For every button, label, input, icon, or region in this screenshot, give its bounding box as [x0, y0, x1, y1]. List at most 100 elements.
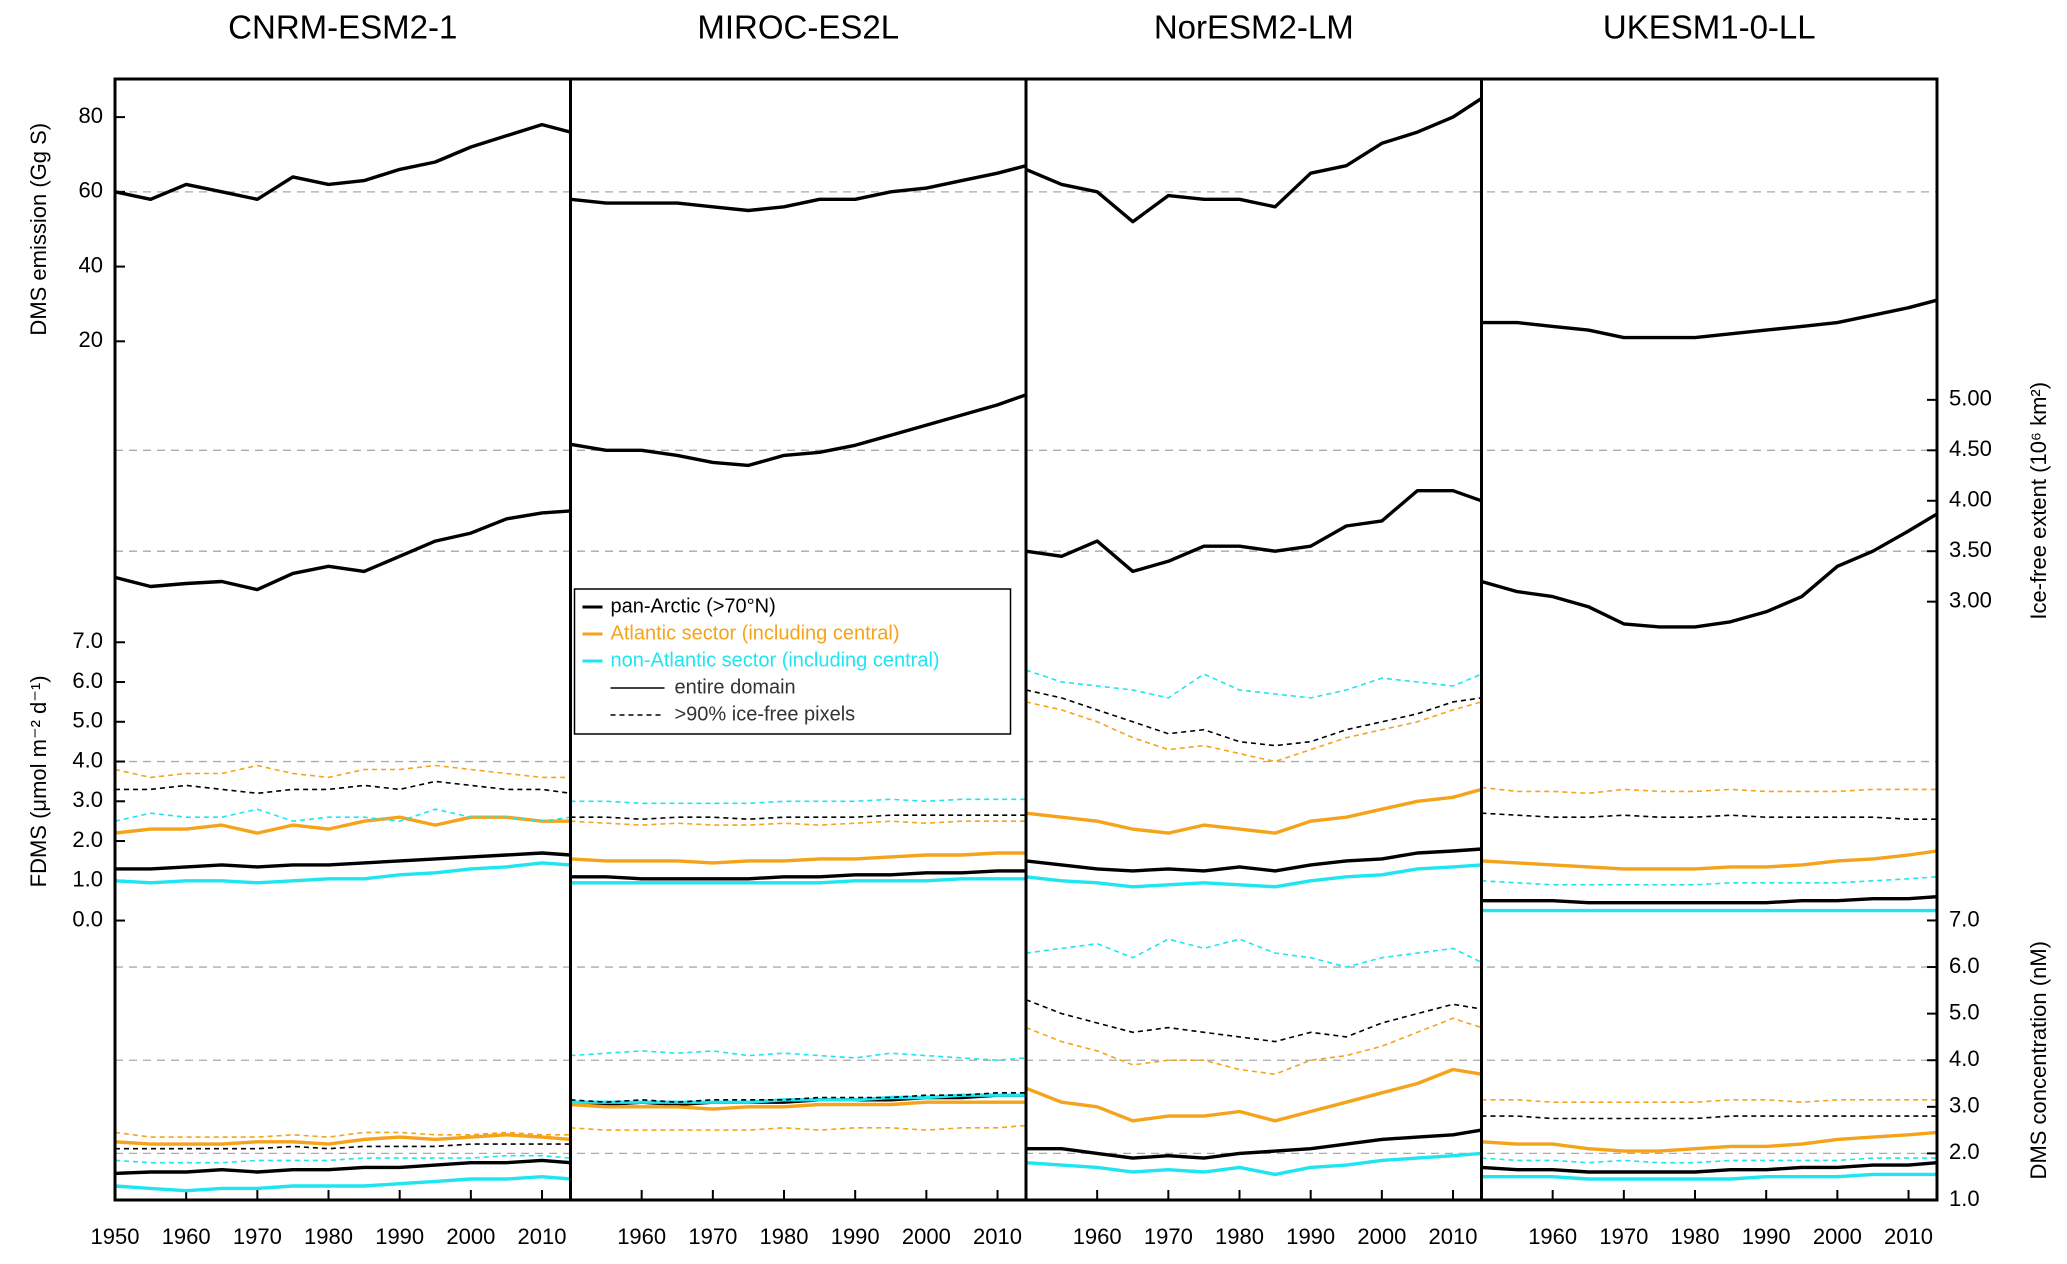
- series-line: [1481, 512, 1938, 629]
- series-line: [114, 808, 571, 822]
- y-tick-label: 3.0: [1949, 1093, 1980, 1118]
- series-line: [114, 764, 571, 779]
- x-tick-label: 1980: [760, 1224, 809, 1249]
- y-tick-label: 4.0: [1949, 1046, 1980, 1071]
- series-line: [114, 1158, 571, 1176]
- x-tick-label: 2000: [1357, 1224, 1406, 1249]
- y-tick-label: 0.0: [72, 906, 103, 931]
- series-line: [1481, 1099, 1937, 1103]
- panel-frame: [1480, 77, 1939, 1202]
- series-line: [114, 861, 571, 885]
- series-line: [1025, 998, 1482, 1043]
- series-line: [1025, 863, 1482, 889]
- series-line: [570, 869, 1026, 881]
- panel-title: MIROC-ES2L: [697, 9, 899, 46]
- y-axis-label: FDMS (μmol m⁻² d⁻¹): [26, 675, 51, 887]
- panel-title: CNRM-ESM2-1: [228, 9, 457, 46]
- series-line: [570, 851, 1026, 865]
- series-line: [1481, 876, 1938, 886]
- legend-label: entire domain: [675, 676, 796, 698]
- y-tick-label: 4.50: [1949, 436, 1992, 461]
- y-tick-label: 60: [79, 178, 103, 203]
- x-tick-label: 1960: [1528, 1224, 1577, 1249]
- y-tick-label: 6.0: [1949, 953, 1980, 978]
- series-line: [1025, 938, 1482, 968]
- y-tick-label: 40: [79, 252, 103, 277]
- y-tick-label: 3.50: [1949, 537, 1992, 562]
- x-tick-label: 2000: [902, 1224, 951, 1249]
- series-line: [570, 820, 1026, 826]
- series-line: [1025, 847, 1482, 873]
- series-line: [115, 851, 571, 871]
- x-tick-label: 1950: [91, 1224, 140, 1249]
- y-tick-label: 2.0: [72, 827, 103, 852]
- panel-frame: [113, 77, 572, 1202]
- x-tick-label: 1990: [831, 1224, 880, 1249]
- y-axis-label: DMS concentration (nM): [2026, 941, 2051, 1179]
- series-line: [570, 1100, 1026, 1111]
- y-tick-label: 5.00: [1949, 386, 1992, 411]
- x-tick-label: 2010: [1884, 1224, 1933, 1249]
- series-line: [1481, 812, 1937, 820]
- y-tick-label: 7.0: [1949, 906, 1980, 931]
- series-line: [1025, 669, 1482, 699]
- series-line: [114, 122, 571, 201]
- y-tick-label: 20: [79, 327, 103, 352]
- x-tick-label: 1970: [1599, 1224, 1648, 1249]
- x-tick-label: 1970: [1144, 1224, 1193, 1249]
- series-line: [114, 1133, 571, 1146]
- series-line: [570, 814, 1026, 820]
- series-line: [114, 815, 571, 835]
- series-line: [570, 164, 1027, 213]
- x-tick-label: 1980: [1671, 1224, 1720, 1249]
- legend-label: >90% ice-free pixels: [675, 703, 856, 725]
- x-tick-label: 1960: [617, 1224, 666, 1249]
- series-line: [1026, 1128, 1482, 1160]
- series-line: [1025, 787, 1482, 835]
- x-tick-label: 1960: [162, 1224, 211, 1249]
- series-line: [1025, 1067, 1482, 1123]
- legend-label: non-Atlantic sector (including central): [611, 649, 940, 671]
- panel-title: UKESM1-0-LL: [1603, 9, 1816, 46]
- x-tick-label: 1990: [375, 1224, 424, 1249]
- x-tick-label: 1990: [1742, 1224, 1791, 1249]
- series-line: [1481, 895, 1938, 905]
- y-tick-label: 6.0: [72, 668, 103, 693]
- y-tick-label: 3.0: [72, 787, 103, 812]
- panel-frame: [1024, 77, 1483, 1202]
- y-tick-label: 1.0: [72, 867, 103, 892]
- series-line: [1025, 1151, 1482, 1177]
- y-tick-label: 1.0: [1949, 1186, 1980, 1211]
- series-line: [570, 393, 1027, 468]
- y-tick-label: 5.0: [1949, 999, 1980, 1024]
- y-axis-label: DMS emission (Gg S): [26, 123, 51, 336]
- x-tick-label: 1970: [233, 1224, 282, 1249]
- y-tick-label: 3.00: [1949, 587, 1992, 612]
- y-axis-label: Ice-free extent (10⁶ km²): [2026, 382, 2051, 620]
- legend-label: Atlantic sector (including central): [611, 622, 900, 644]
- series-line: [1025, 689, 1482, 747]
- series-line: [115, 780, 571, 795]
- series-line: [570, 1124, 1027, 1131]
- series-line: [1481, 849, 1938, 871]
- series-line: [1481, 1115, 1937, 1120]
- x-tick-label: 2000: [1813, 1224, 1862, 1249]
- series-line: [114, 509, 571, 592]
- series-line: [1481, 1172, 1937, 1181]
- x-tick-label: 1970: [688, 1224, 737, 1249]
- x-tick-label: 1980: [1215, 1224, 1264, 1249]
- legend-label: pan-Arctic (>70°N): [611, 595, 776, 617]
- x-tick-label: 1990: [1286, 1224, 1335, 1249]
- y-tick-label: 5.0: [72, 708, 103, 733]
- x-tick-label: 2010: [973, 1224, 1022, 1249]
- x-tick-label: 1980: [304, 1224, 353, 1249]
- series-line: [570, 877, 1026, 885]
- series-line: [1025, 96, 1483, 224]
- series-line: [570, 1093, 1026, 1104]
- y-tick-label: 4.00: [1949, 487, 1992, 512]
- x-tick-label: 2010: [518, 1224, 567, 1249]
- series-line: [1481, 1157, 1937, 1164]
- series-line: [570, 1050, 1027, 1061]
- series-line: [570, 798, 1026, 805]
